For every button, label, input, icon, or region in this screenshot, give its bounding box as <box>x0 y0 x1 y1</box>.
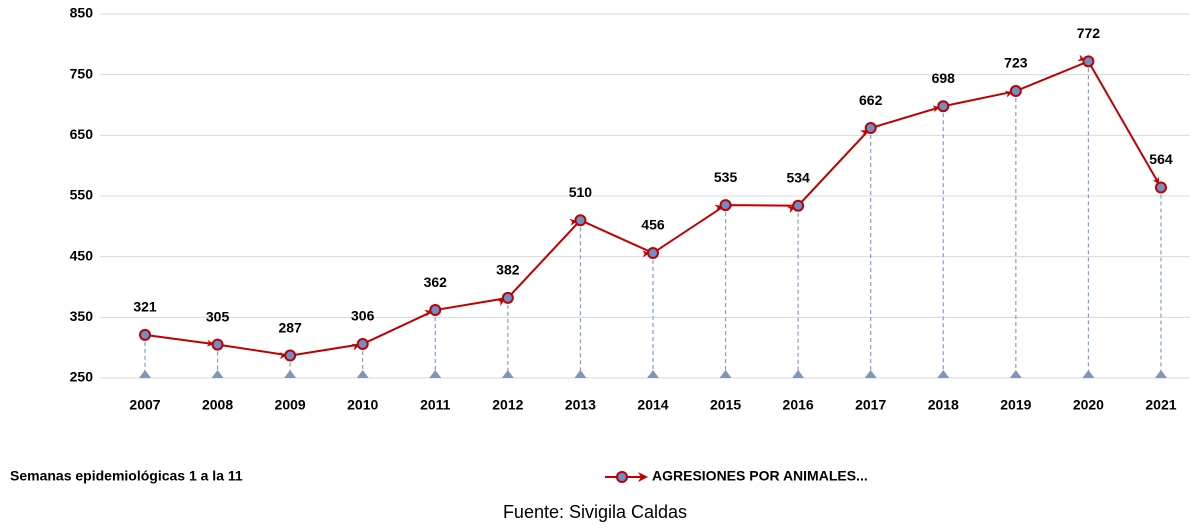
legend-arrow <box>638 472 648 482</box>
baseline-marker <box>284 370 297 378</box>
data-label: 564 <box>1149 151 1173 167</box>
data-label: 287 <box>278 319 302 335</box>
y-tick-label: 350 <box>70 308 94 324</box>
x-tick-label: 2013 <box>565 397 596 413</box>
point <box>792 199 805 212</box>
x-tick-label: 2009 <box>275 397 306 413</box>
data-label: 534 <box>786 169 810 185</box>
y-tick-label: 850 <box>70 5 94 21</box>
data-label: 723 <box>1004 55 1028 71</box>
data-label: 305 <box>206 308 230 324</box>
data-label: 662 <box>859 92 883 108</box>
x-tick-label: 2008 <box>202 397 233 413</box>
baseline-marker <box>719 370 732 378</box>
x-tick-label: 2016 <box>783 397 814 413</box>
baseline-marker <box>1154 370 1167 378</box>
legend-marker <box>616 471 628 483</box>
x-tick-label: 2012 <box>492 397 523 413</box>
x-tick-label: 2014 <box>637 397 668 413</box>
point <box>864 122 877 135</box>
data-label: 510 <box>569 184 593 200</box>
data-label: 382 <box>496 262 520 278</box>
point <box>284 349 297 362</box>
data-label: 698 <box>932 70 956 86</box>
baseline-marker <box>139 370 151 378</box>
y-tick-label: 250 <box>70 369 94 385</box>
source: Fuente: Sivigila Caldas <box>503 502 687 522</box>
y-tick-label: 450 <box>70 247 94 263</box>
point <box>719 199 732 212</box>
x-tick-label: 2017 <box>855 397 886 413</box>
y-tick-label: 550 <box>70 187 94 203</box>
baseline-marker <box>937 370 950 378</box>
x-tick-label: 2019 <box>1000 397 1031 413</box>
legend-label: AGRESIONES POR ANIMALES... <box>652 468 868 484</box>
baseline-marker <box>429 370 442 378</box>
data-label: 535 <box>714 169 738 185</box>
point <box>937 100 950 113</box>
data-label: 362 <box>424 274 448 290</box>
data-label: 306 <box>351 308 375 324</box>
x-tick-label: 2011 <box>420 397 451 413</box>
y-tick-label: 750 <box>70 65 94 81</box>
baseline-marker <box>574 370 587 378</box>
data-label: 772 <box>1077 25 1101 41</box>
point <box>429 304 442 317</box>
point <box>211 338 224 351</box>
point <box>574 214 587 227</box>
data-label: 456 <box>641 217 665 233</box>
baseline-marker <box>646 370 659 378</box>
baseline-marker <box>864 370 877 378</box>
point <box>501 291 514 304</box>
y-tick-label: 650 <box>70 126 94 142</box>
point <box>646 247 659 260</box>
point <box>1009 85 1022 98</box>
point <box>1082 55 1095 68</box>
x-tick-label: 2020 <box>1073 397 1104 413</box>
data-label: 321 <box>133 299 157 315</box>
baseline-marker <box>1082 370 1095 378</box>
baseline-marker <box>1009 370 1022 378</box>
x-tick-label: 2021 <box>1145 397 1176 413</box>
baseline-marker <box>356 370 369 378</box>
point <box>1154 181 1167 194</box>
x-tick-label: 2015 <box>710 397 741 413</box>
x-axis-label: Semanas epidemiológicas 1 a la 11 <box>10 468 243 484</box>
baseline-marker <box>501 370 514 378</box>
baseline-marker <box>792 370 805 378</box>
baseline-marker <box>211 370 224 378</box>
point <box>356 338 369 351</box>
point <box>139 328 151 341</box>
x-tick-label: 2018 <box>928 397 959 413</box>
x-tick-label: 2010 <box>347 397 378 413</box>
x-tick-label: 2007 <box>129 397 160 413</box>
